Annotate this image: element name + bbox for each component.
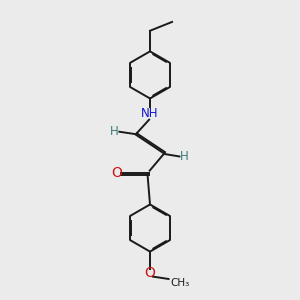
Text: CH₃: CH₃ bbox=[171, 278, 190, 288]
Text: O: O bbox=[145, 266, 155, 280]
Text: O: O bbox=[111, 166, 122, 180]
Text: NH: NH bbox=[141, 107, 159, 120]
Text: H: H bbox=[110, 125, 118, 138]
Text: H: H bbox=[180, 150, 189, 163]
